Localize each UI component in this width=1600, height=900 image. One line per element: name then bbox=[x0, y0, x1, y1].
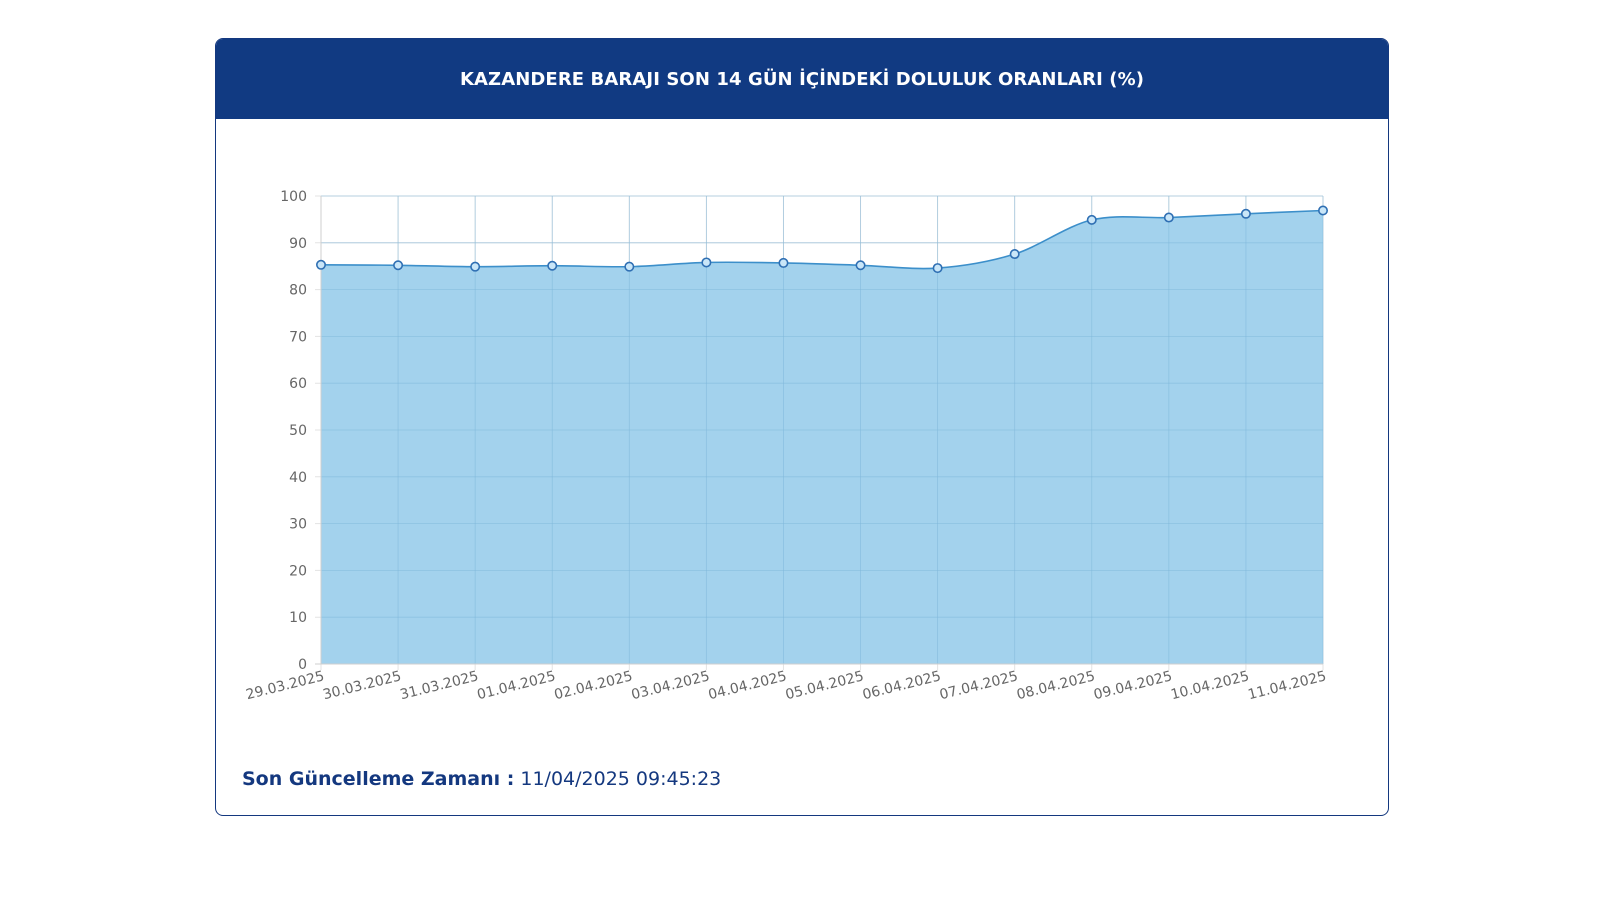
x-tick-label: 02.04.2025 bbox=[553, 668, 635, 703]
data-point bbox=[547, 260, 558, 271]
y-tick-label: 10 bbox=[289, 610, 307, 626]
data-point bbox=[1240, 208, 1251, 219]
series-area-fill bbox=[321, 210, 1323, 664]
chart-title: KAZANDERE BARAJI SON 14 GÜN İÇİNDEKİ DOL… bbox=[216, 39, 1388, 119]
x-tick-label: 01.04.2025 bbox=[476, 668, 558, 703]
data-point bbox=[316, 259, 327, 270]
last-update-value: 11/04/2025 09:45:23 bbox=[520, 768, 722, 790]
x-tick-label: 06.04.2025 bbox=[861, 668, 943, 703]
x-tick-label: 29.03.2025 bbox=[244, 668, 326, 703]
x-tick-label: 05.04.2025 bbox=[784, 668, 866, 703]
x-tick-label: 04.04.2025 bbox=[707, 668, 789, 703]
y-tick-label: 80 bbox=[289, 283, 307, 299]
series-line bbox=[320, 209, 1324, 270]
x-tick-label: 10.04.2025 bbox=[1169, 668, 1251, 703]
x-tick-label: 07.04.2025 bbox=[938, 668, 1020, 703]
data-point bbox=[1163, 212, 1174, 223]
x-tick-label: 11.04.2025 bbox=[1246, 668, 1328, 703]
y-tick-label: 60 bbox=[289, 376, 307, 392]
data-point bbox=[1318, 205, 1329, 216]
data-point bbox=[624, 261, 635, 272]
data-point bbox=[1009, 249, 1020, 260]
data-point bbox=[932, 263, 943, 274]
data-point bbox=[1086, 214, 1097, 225]
y-tick-label: 40 bbox=[289, 470, 307, 486]
data-point bbox=[855, 260, 866, 271]
x-tick-label: 03.04.2025 bbox=[630, 668, 712, 703]
x-tick-label: 30.03.2025 bbox=[321, 668, 403, 703]
y-tick-label: 30 bbox=[289, 517, 307, 533]
area-chart: 0 10 20 30 40 50 60 70 80 90 100 29.03.202530.03.20… bbox=[244, 189, 1329, 703]
x-tick-label: 08.04.2025 bbox=[1015, 668, 1097, 703]
last-update-label: Son Güncelleme Zamanı : bbox=[242, 768, 515, 790]
y-tick-label: 70 bbox=[289, 329, 307, 345]
y-tick-label: 90 bbox=[289, 236, 307, 252]
data-point bbox=[701, 257, 712, 268]
data-point bbox=[778, 257, 789, 268]
chart-card: KAZANDERE BARAJI SON 14 GÜN İÇİNDEKİ DOL… bbox=[215, 38, 1389, 816]
y-tick-label: 100 bbox=[280, 189, 307, 205]
y-tick-label: 20 bbox=[289, 563, 307, 579]
last-update: Son Güncelleme Zamanı : 11/04/2025 09:45… bbox=[242, 759, 721, 799]
x-tick-label: 31.03.2025 bbox=[398, 668, 480, 703]
y-tick-label: 0 bbox=[298, 657, 307, 673]
y-tick-label: 50 bbox=[289, 423, 307, 439]
data-point bbox=[393, 260, 404, 271]
data-point bbox=[470, 261, 481, 272]
x-tick-label: 09.04.2025 bbox=[1092, 668, 1174, 703]
chart-area: 0 10 20 30 40 50 60 70 80 90 100 29.03.2025 30.03.20… bbox=[216, 119, 1388, 759]
